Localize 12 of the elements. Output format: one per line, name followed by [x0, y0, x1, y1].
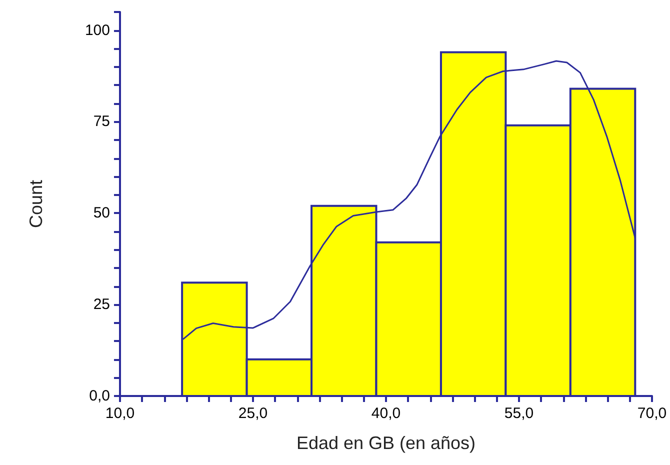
x-tick-label: 70,0	[637, 405, 667, 422]
x-tick-label: 40,0	[371, 405, 401, 422]
y-tick-label: 100	[84, 22, 110, 39]
y-tick-label: 50	[93, 204, 110, 222]
x-tick-label: 55,0	[504, 405, 534, 422]
y-axis-title: Count	[26, 180, 46, 228]
x-tick-label: 10,0	[105, 405, 135, 422]
x-tick-label: 25,0	[238, 405, 268, 422]
y-tick-label: 0,0	[89, 388, 110, 404]
x-axis-title: Edad en GB (en años)	[296, 433, 476, 453]
y-tick-label: 75	[93, 113, 110, 130]
y-tick-label: 25	[93, 296, 110, 314]
